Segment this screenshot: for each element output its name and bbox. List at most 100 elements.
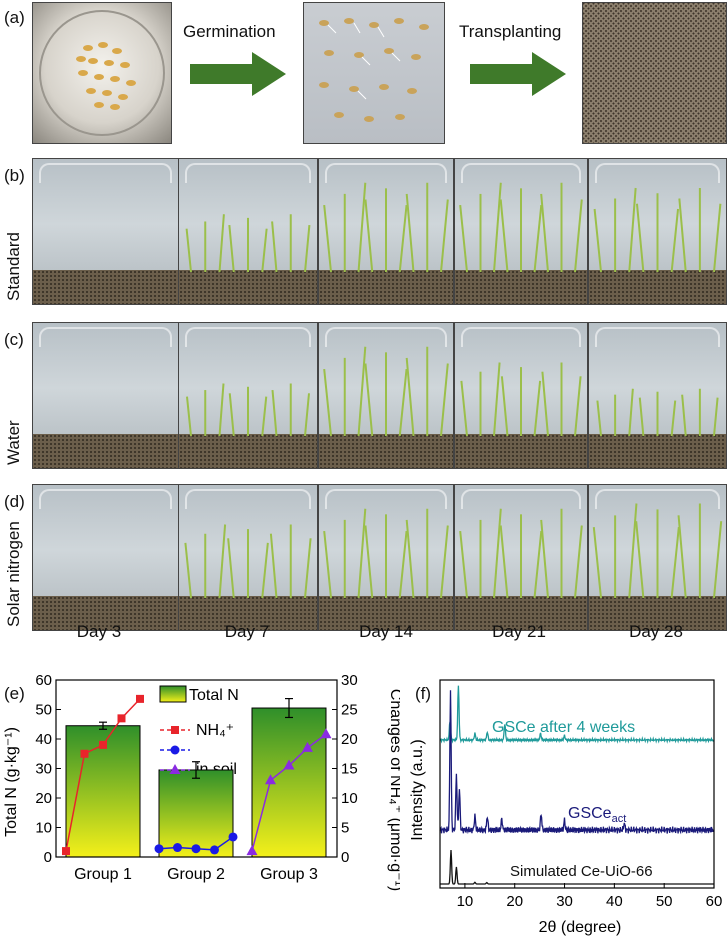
data-point — [320, 728, 332, 739]
plant-box-photo — [454, 322, 588, 469]
seedlings-image — [185, 214, 311, 273]
y-tick-label: 20 — [35, 790, 52, 807]
plant-box-photo — [588, 484, 727, 631]
seedlings-image — [459, 182, 583, 273]
data-point — [173, 843, 182, 853]
data-point — [62, 847, 70, 856]
series-label-bottom: Simulated Ce-UiO-66 — [510, 863, 653, 880]
x-tick-label: 30 — [556, 893, 573, 910]
germination-label: Germination — [183, 22, 276, 41]
seedlings-image — [184, 524, 312, 599]
panel-row-label: (d) — [4, 492, 25, 511]
y-right-tick-label: 30 — [341, 672, 358, 689]
x-tick-label: 40 — [606, 893, 623, 910]
legend-line1-label: NH₄⁺ — [196, 722, 234, 739]
right-arrow-icon — [190, 52, 286, 96]
data-point — [246, 845, 258, 856]
y-right-tick-label: 10 — [341, 790, 358, 807]
x-tick-label: 10 — [457, 893, 474, 910]
x-axis-title: 2θ (degree) — [539, 919, 622, 936]
data-point — [154, 844, 164, 854]
xrd-series-line — [439, 685, 715, 744]
data-point — [210, 845, 219, 855]
y-tick-label: 50 — [35, 702, 52, 719]
y-right-tick-label: 0 — [341, 849, 349, 866]
day-label: Day 14 — [359, 622, 413, 641]
plant-box-photo — [178, 158, 318, 305]
seedlings-image — [460, 362, 582, 437]
treatment-label: Solar nitrogen — [4, 521, 23, 627]
data-point — [228, 832, 238, 842]
seedlings-image — [596, 388, 719, 437]
plant-box-photo — [318, 158, 454, 305]
panel-a-label: (a) — [4, 8, 25, 27]
xrd-series-line — [440, 849, 714, 885]
x-tick-label: 60 — [706, 893, 723, 910]
y-right-tick-label: 20 — [341, 731, 358, 748]
legend-bar-label: Total N — [189, 687, 239, 704]
plot-frame — [439, 679, 715, 889]
panel-row-label: (c) — [4, 330, 24, 349]
legend-marker — [171, 726, 179, 734]
day-label: Day 21 — [492, 622, 546, 641]
y-tick-label: 60 — [35, 672, 52, 689]
y-tick-label: 0 — [44, 849, 52, 866]
legend-marker — [170, 745, 180, 755]
day-label: Day 28 — [629, 622, 683, 641]
seedlings-image — [592, 503, 723, 599]
x-tick-label: 20 — [506, 893, 523, 910]
legend-marker — [169, 764, 181, 774]
data-point — [302, 741, 313, 752]
seed-dish-photo — [32, 2, 172, 144]
plant-box-photo — [588, 158, 727, 305]
treatment-label: Standard — [4, 232, 23, 301]
right-arrow-icon — [470, 52, 566, 96]
seedlings-image — [593, 187, 722, 273]
germinated-seeds-photo — [303, 2, 445, 144]
day-label: Day 3 — [76, 622, 122, 641]
plant-box-photo — [178, 322, 318, 469]
x-tick-label: 50 — [656, 893, 673, 910]
left-axis-title: Total N (g·kg⁻¹) — [3, 727, 20, 837]
y-tick-label: 30 — [35, 761, 52, 778]
seedlings-image — [459, 508, 583, 599]
panel-e-label: (e) — [4, 684, 25, 703]
plant-box-photo — [318, 322, 454, 469]
plant-box-photo — [588, 322, 727, 469]
x-tick-label: Group 2 — [167, 866, 225, 883]
data-point — [191, 844, 201, 854]
right-axis-title: Changes of NH₄⁺ (μmol·g⁻¹) — [387, 689, 400, 891]
plant-box-photo — [178, 484, 318, 631]
plant-box-photo — [454, 484, 588, 631]
x-tick-label: Group 3 — [260, 866, 318, 883]
series-label-top: GSCe after 4 weeks — [492, 719, 635, 736]
y-tick-label: 40 — [35, 731, 52, 748]
xrd-chart: Intensity (a.u.) 2θ (degree) GSCe after … — [409, 679, 723, 936]
data-point — [80, 749, 89, 758]
y-axis-title: Intensity (a.u.) — [409, 739, 426, 840]
bar — [251, 707, 327, 858]
data-point — [99, 740, 107, 749]
nitrogen-chart: Total N (g·kg⁻¹) Changes of NH₄⁺ (μmol·g… — [3, 672, 400, 891]
data-point — [117, 714, 126, 723]
seedlings-image — [323, 508, 449, 599]
y-right-tick-label: 15 — [341, 761, 358, 778]
transplanting-label: Transplanting — [459, 22, 562, 41]
plant-box-photo — [32, 158, 179, 305]
plant-box-photo — [32, 484, 179, 631]
plant-box-photo — [454, 158, 588, 305]
data-point — [136, 694, 144, 703]
seeds-image — [39, 10, 165, 136]
germinated-seeds-image — [319, 18, 429, 122]
data-point — [283, 759, 295, 770]
bar — [158, 769, 234, 858]
seedlings-image — [323, 182, 449, 273]
x-tick-label: Group 1 — [74, 866, 132, 883]
y-tick-label: 10 — [35, 820, 52, 837]
panel-f-label: (f) — [415, 684, 432, 703]
plant-box-photo — [318, 484, 454, 631]
seedlings-image — [323, 346, 449, 437]
treatment-label: Water — [4, 420, 23, 465]
y-right-tick-label: 5 — [341, 820, 349, 837]
data-point — [265, 774, 276, 785]
